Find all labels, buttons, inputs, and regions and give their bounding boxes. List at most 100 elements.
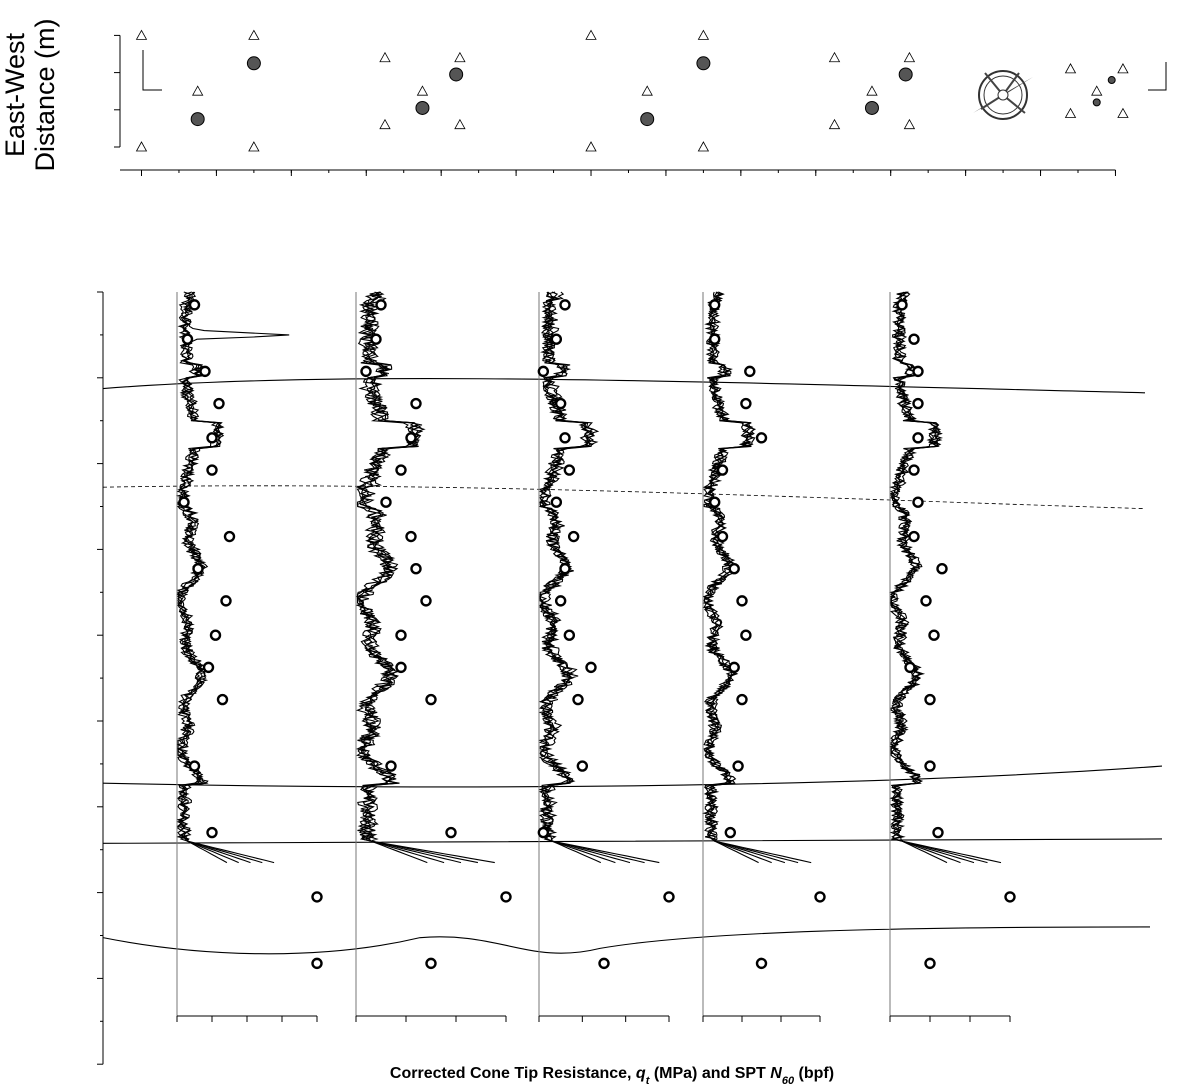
spt-point — [405, 530, 417, 543]
spt-point — [567, 530, 580, 543]
cpt-sounding-marker — [866, 85, 878, 96]
spt-point — [896, 299, 908, 311]
cpt-sounding-marker — [416, 85, 429, 96]
cpt-sounding-marker — [248, 29, 260, 40]
cpt-trace — [539, 291, 660, 864]
y-axis-title-line-1: East-West — [0, 32, 30, 157]
spt-point — [585, 661, 597, 674]
spt-point — [550, 333, 563, 345]
panel-1 — [175, 291, 323, 1022]
cpt-trace — [176, 291, 263, 864]
cpt-sounding-marker — [379, 118, 391, 130]
section-x-axis-title-part: t — [646, 1075, 651, 1086]
clay-bottom-boundary — [102, 838, 1163, 844]
cpt-sounding-marker — [1117, 107, 1129, 118]
cpt-sounding-marker — [135, 29, 148, 40]
spt-point — [559, 432, 571, 444]
spt-point — [814, 891, 826, 903]
spt-point — [936, 563, 948, 575]
spt-point — [206, 826, 218, 839]
cpt-sounding-marker — [585, 141, 597, 152]
spt-point — [709, 333, 721, 345]
boring-marker — [864, 100, 879, 115]
cpt-sounding-marker — [641, 85, 653, 96]
cpt-sounding-marker — [1117, 63, 1129, 74]
spt-point — [716, 464, 729, 476]
section-x-axis-title-part: (bpf) — [794, 1065, 834, 1082]
spt-point — [912, 365, 924, 378]
panel-4 — [702, 291, 826, 1022]
spt-point — [1004, 891, 1016, 903]
spt-point — [380, 496, 392, 508]
cpt-sounding-marker — [1064, 107, 1077, 118]
boring-marker — [696, 56, 711, 71]
section-x-axis-title-part: q — [636, 1065, 646, 1082]
spt-point — [724, 826, 736, 839]
spt-point — [199, 365, 211, 378]
boring-marker — [1107, 76, 1116, 85]
boring-marker — [898, 67, 913, 82]
cpt-sounding-marker — [697, 29, 710, 40]
fill-sand-boundary — [102, 378, 1146, 394]
compass-inner-ring — [983, 75, 1023, 115]
spt-point — [598, 957, 610, 970]
spt-point — [370, 333, 382, 345]
cpt-sounding-marker — [454, 118, 466, 130]
spt-point — [559, 299, 571, 311]
spt-point — [420, 595, 432, 607]
cpt-sounding-marker — [248, 141, 260, 152]
cpt-trace — [539, 291, 645, 864]
y-axis-title: East-WestDistance (m) — [0, 18, 60, 171]
cpt-sounding-marker — [903, 51, 916, 63]
dense-sand-boundary — [102, 926, 1151, 955]
spt-point — [213, 397, 225, 410]
spt-point — [912, 432, 924, 444]
spt-point — [728, 661, 740, 674]
spt-point — [740, 629, 752, 641]
spt-point — [576, 760, 589, 772]
plan-view-map: East-WestDistance (m) — [0, 18, 1167, 176]
cross-section-chart: Corrected Cone Tip Resistance, qt (MPa) … — [97, 291, 1163, 1086]
spt-point — [732, 760, 744, 772]
cpt-sounding-marker — [1091, 85, 1103, 96]
spt-point — [924, 957, 936, 970]
north-arrow-compass-icon — [973, 70, 1033, 120]
cpt-trace — [538, 291, 616, 864]
cpt-sounding-marker — [135, 141, 148, 152]
spt-point — [709, 299, 721, 311]
spt-point — [908, 530, 920, 543]
cpt-sounding-marker — [1064, 63, 1077, 74]
boring-marker — [190, 112, 205, 127]
spt-point — [410, 563, 422, 575]
compass-hub — [997, 89, 1009, 101]
spt-point — [311, 891, 323, 903]
spt-point — [220, 595, 232, 607]
cpt-sounding-marker — [585, 29, 597, 40]
spt-point — [755, 432, 768, 444]
section-x-axis-title: Corrected Cone Tip Resistance, qt (MPa) … — [390, 1065, 834, 1086]
spt-point — [188, 299, 201, 311]
cpt-sounding-marker — [192, 85, 204, 96]
spt-point — [928, 629, 940, 641]
cpt-trace — [702, 291, 812, 864]
spt-point — [445, 826, 457, 839]
boring-marker — [246, 56, 261, 71]
spt-point — [395, 464, 407, 476]
section-x-axis-title-part: Corrected Cone Tip Resistance, — [390, 1065, 636, 1082]
panel-5 — [889, 291, 1016, 1022]
spt-point — [181, 333, 194, 345]
spt-point — [178, 496, 190, 508]
cpt-sounding-marker — [903, 118, 916, 130]
cpt-sounding-marker — [697, 141, 710, 152]
spt-point — [908, 333, 920, 345]
spt-point — [537, 365, 550, 378]
spt-point — [920, 595, 932, 607]
spt-point — [537, 826, 550, 839]
spt-point — [924, 760, 936, 772]
panel-3 — [537, 291, 675, 1022]
boring-marker — [640, 112, 655, 127]
spt-point — [912, 496, 924, 508]
spt-point — [188, 760, 201, 772]
panel-2 — [355, 291, 512, 1022]
